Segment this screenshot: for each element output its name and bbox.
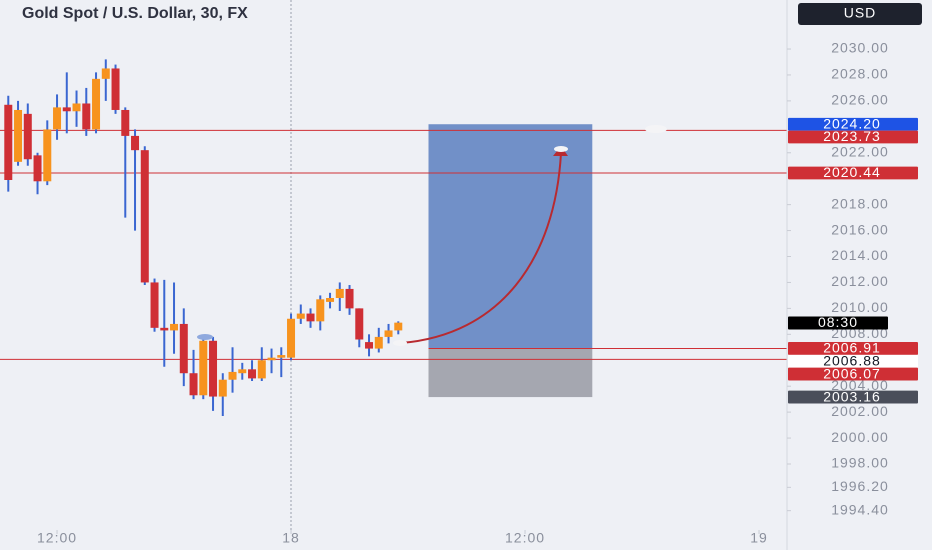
price-badge xyxy=(788,367,918,381)
candle-body xyxy=(82,103,91,130)
marker xyxy=(393,340,407,346)
chart-title: Gold Spot / U.S. Dollar, 30, FX xyxy=(22,5,248,22)
candle-body xyxy=(306,313,315,322)
price-badge xyxy=(788,130,918,144)
candle-body xyxy=(53,107,62,130)
y-tick-label: 2018.00 xyxy=(831,195,889,211)
candle-body xyxy=(62,107,71,112)
candle-body xyxy=(228,371,237,380)
candle-body xyxy=(43,129,52,182)
projection-arrow xyxy=(400,152,562,344)
price-badge-label: 2024.20 xyxy=(823,115,881,131)
candle-body xyxy=(199,340,208,396)
candle-body xyxy=(248,369,257,379)
candle-body xyxy=(218,379,227,397)
price-badge-label: 2020.44 xyxy=(823,164,881,180)
candle-body xyxy=(287,318,296,358)
x-tick-label: 12:00 xyxy=(505,530,545,546)
candle-body xyxy=(277,355,286,358)
price-badge xyxy=(788,342,918,355)
candle-body xyxy=(189,373,198,396)
y-tick-label: 2016.00 xyxy=(831,221,889,237)
y-tick-label: 2014.00 xyxy=(831,247,889,263)
candle-body xyxy=(131,135,140,151)
price-badge xyxy=(788,354,918,368)
x-tick-label: 12:00 xyxy=(37,530,77,546)
y-tick-label: 2030.00 xyxy=(831,40,889,56)
candle-body xyxy=(23,113,32,160)
candle-body xyxy=(170,323,179,331)
marker xyxy=(554,146,568,152)
currency-button[interactable] xyxy=(798,3,922,25)
candle-body xyxy=(101,68,110,79)
y-tick-label: 2028.00 xyxy=(831,66,889,82)
y-tick-label: 1998.00 xyxy=(831,455,889,471)
candle-body xyxy=(121,109,130,136)
candle-body xyxy=(374,336,383,349)
stop-zone xyxy=(428,348,593,398)
candle-body xyxy=(14,109,23,162)
candle-body xyxy=(384,330,393,337)
candle-body xyxy=(316,299,325,322)
y-tick-label: 2010.00 xyxy=(831,299,889,315)
price-badge-label: 2003.16 xyxy=(823,388,881,404)
price-badge xyxy=(788,117,918,131)
x-tick-label: 18 xyxy=(282,530,300,546)
price-badge xyxy=(788,166,918,180)
y-tick-label: 2000.00 xyxy=(831,429,889,445)
countdown-badge xyxy=(788,316,888,330)
candle-body xyxy=(150,282,159,328)
y-tick-label: 1994.40 xyxy=(831,501,889,517)
candle-body xyxy=(296,313,305,319)
y-tick-label: 2026.00 xyxy=(831,92,889,108)
currency-label[interactable]: USD xyxy=(844,5,877,21)
target-zone xyxy=(428,124,593,349)
price-badge-label: 2023.73 xyxy=(823,128,881,144)
price-badge-label: 2006.91 xyxy=(823,340,881,356)
marker xyxy=(645,125,667,133)
candle-body xyxy=(257,360,266,379)
candle-body xyxy=(345,288,354,309)
candle-body xyxy=(335,288,344,299)
y-tick-label: 2022.00 xyxy=(831,143,889,159)
candle-body xyxy=(92,78,101,130)
y-tick-label: 2004.00 xyxy=(831,377,889,393)
candle-body xyxy=(209,340,218,397)
countdown-label: 08:30 xyxy=(818,314,858,330)
marker xyxy=(197,334,213,340)
candle-body xyxy=(267,357,276,361)
price-badge-label: 2006.07 xyxy=(823,365,881,381)
candle-body xyxy=(33,155,42,182)
candle-body xyxy=(238,369,247,374)
price-badge-label: 2006.88 xyxy=(823,352,881,368)
price-badge xyxy=(788,390,918,404)
candle-body xyxy=(4,104,13,180)
candle-body xyxy=(160,327,169,331)
candle-body xyxy=(326,298,335,302)
candle-body xyxy=(355,308,364,340)
candle-body xyxy=(111,68,120,110)
y-tick-label: 2012.00 xyxy=(831,273,889,289)
candle-body xyxy=(140,150,149,283)
candle-body xyxy=(394,322,403,331)
x-tick-label: 19 xyxy=(750,530,768,546)
candle-body xyxy=(179,323,188,374)
candle-body xyxy=(72,103,81,112)
y-tick-label: 1996.20 xyxy=(831,478,889,494)
y-tick-label: 2002.00 xyxy=(831,403,889,419)
candle-body xyxy=(365,342,374,349)
plot-area xyxy=(0,59,787,417)
